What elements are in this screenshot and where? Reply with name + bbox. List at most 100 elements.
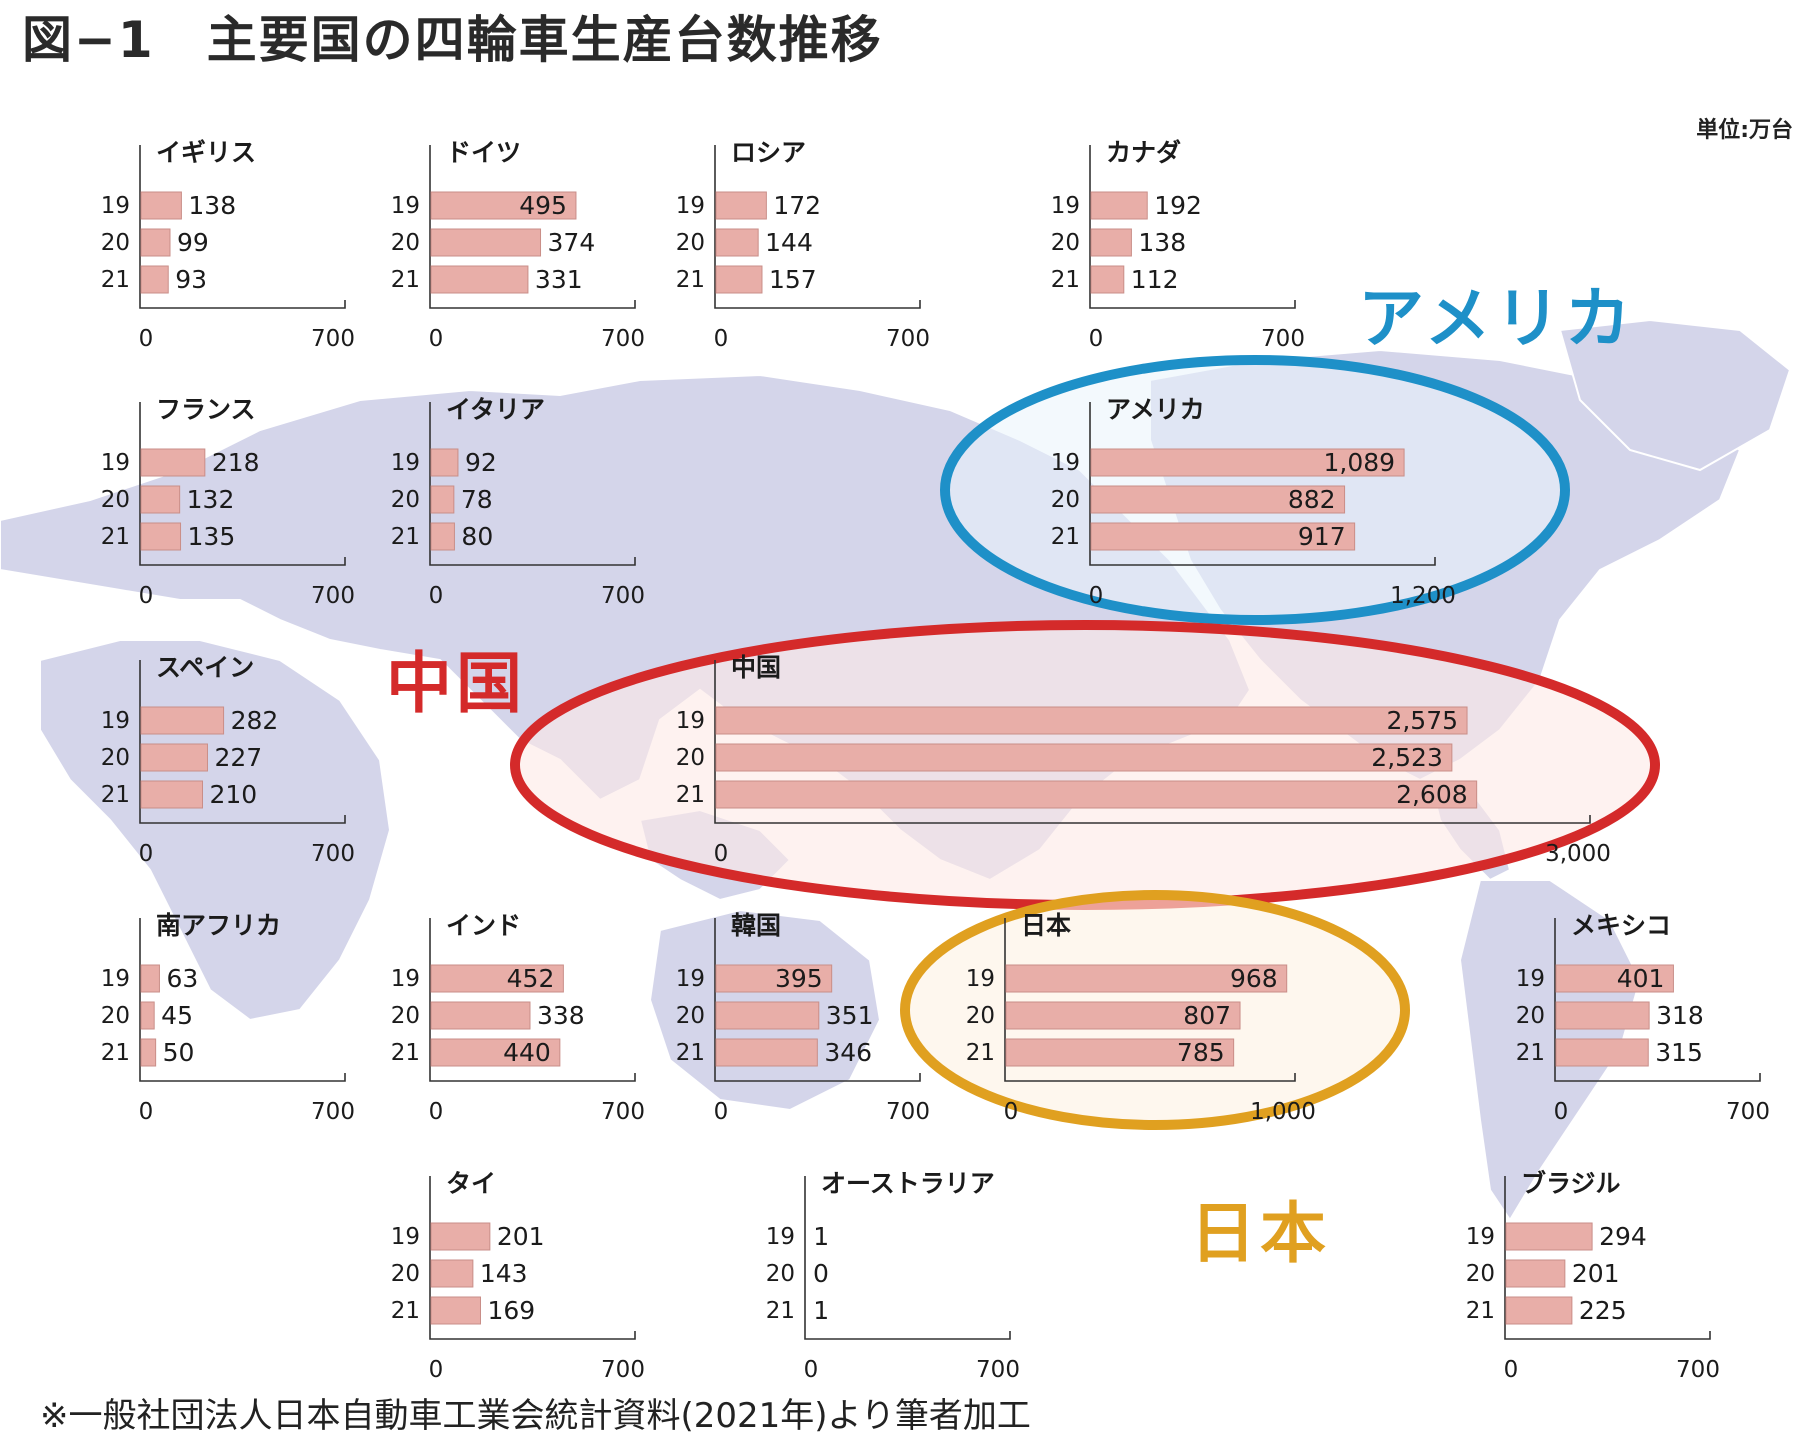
bar-21 — [1090, 522, 1356, 551]
tick-label-max: 700 — [601, 583, 645, 609]
chart-title: 中国 — [731, 653, 781, 682]
tick-label-min: 0 — [429, 1099, 444, 1125]
category-label: 21 — [676, 267, 705, 293]
chart-axis — [804, 1176, 1011, 1340]
value-label: 225 — [1579, 1296, 1627, 1325]
tick-label-min: 0 — [429, 583, 444, 609]
bar-20 — [1090, 485, 1346, 514]
value-label: 495 — [519, 191, 567, 220]
chart-axis — [1504, 1176, 1711, 1340]
value-label: 1 — [813, 1296, 829, 1325]
value-label: 0 — [813, 1259, 829, 1288]
value-label: 351 — [826, 1001, 874, 1030]
chart-axis — [1089, 402, 1436, 566]
value-label: 227 — [214, 743, 262, 772]
chart-title: カナダ — [1106, 138, 1181, 167]
value-label: 78 — [461, 485, 493, 514]
category-label: 21 — [1051, 524, 1080, 550]
chart-title: オーストラリア — [821, 1169, 995, 1198]
chart-axis — [429, 402, 636, 566]
chart-title: タイ — [446, 1169, 496, 1198]
chart-axis — [139, 145, 346, 309]
chart-axis — [714, 918, 921, 1082]
category-label: 20 — [676, 1003, 705, 1029]
bar-19 — [140, 448, 206, 477]
bar-20 — [715, 743, 1453, 772]
category-label: 21 — [1051, 267, 1080, 293]
value-label: 138 — [188, 191, 236, 220]
japan-callout: 日本 — [1190, 1195, 1330, 1272]
category-label: 20 — [101, 745, 130, 771]
tick-label-min: 0 — [1554, 1099, 1569, 1125]
value-label: 401 — [1617, 964, 1665, 993]
bar-21 — [140, 1038, 157, 1067]
value-label: 346 — [824, 1038, 872, 1067]
tick-label-max: 3,000 — [1545, 841, 1611, 867]
bar-19 — [715, 706, 1468, 735]
value-label: 968 — [1230, 964, 1278, 993]
category-label: 19 — [1051, 193, 1080, 219]
tick-label-min: 0 — [714, 326, 729, 352]
bar-19 — [430, 1222, 491, 1251]
chart-axis — [714, 145, 921, 309]
value-label: 440 — [503, 1038, 551, 1067]
tick-label-min: 0 — [139, 1099, 154, 1125]
category-label: 19 — [391, 1224, 420, 1250]
category-label: 21 — [391, 1298, 420, 1324]
chart-axis — [1554, 918, 1761, 1082]
category-label: 21 — [391, 524, 420, 550]
bar-21 — [715, 265, 763, 294]
value-label: 93 — [175, 265, 207, 294]
bar-19 — [715, 191, 767, 220]
category-label: 21 — [1516, 1040, 1545, 1066]
bar-19 — [1005, 964, 1288, 993]
bar-20 — [140, 743, 208, 772]
value-label: 210 — [210, 780, 258, 809]
tick-label-min: 0 — [804, 1357, 819, 1383]
value-label: 807 — [1183, 1001, 1231, 1030]
bar-19 — [140, 706, 225, 735]
value-label: 132 — [187, 485, 235, 514]
chart-axis — [714, 660, 1591, 824]
bar-21 — [430, 1296, 481, 1325]
chart-title: イタリア — [446, 395, 545, 424]
value-label: 315 — [1655, 1038, 1703, 1067]
bar-20 — [1090, 228, 1132, 257]
bar-19 — [1505, 1222, 1593, 1251]
bar-19 — [715, 964, 833, 993]
tick-label-max: 700 — [886, 326, 930, 352]
tick-label-min: 0 — [429, 326, 444, 352]
category-label: 21 — [391, 267, 420, 293]
value-label: 452 — [507, 964, 555, 993]
value-label: 2,575 — [1386, 706, 1458, 735]
chart-title: スペイン — [156, 653, 254, 682]
category-label: 19 — [391, 450, 420, 476]
value-label: 192 — [1154, 191, 1202, 220]
category-label: 19 — [1466, 1224, 1495, 1250]
tick-label-min: 0 — [714, 1099, 729, 1125]
category-label: 20 — [676, 230, 705, 256]
category-label: 19 — [391, 966, 420, 992]
bar-21 — [1090, 265, 1125, 294]
value-label: 1 — [813, 1222, 829, 1251]
tick-label-min: 0 — [1004, 1099, 1019, 1125]
category-label: 21 — [676, 1040, 705, 1066]
bar-21 — [140, 265, 169, 294]
category-label: 20 — [1051, 487, 1080, 513]
value-label: 201 — [497, 1222, 545, 1251]
chart-axis — [429, 1176, 636, 1340]
category-label: 20 — [1516, 1003, 1545, 1029]
chart-title: 韓国 — [731, 911, 781, 940]
value-label: 45 — [161, 1001, 193, 1030]
category-label: 20 — [391, 487, 420, 513]
value-label: 294 — [1599, 1222, 1647, 1251]
tick-label-min: 0 — [139, 583, 154, 609]
value-label: 395 — [775, 964, 823, 993]
bar-20 — [1505, 1259, 1566, 1288]
category-label: 19 — [766, 1224, 795, 1250]
category-label: 20 — [1051, 230, 1080, 256]
bar-20 — [430, 485, 455, 514]
value-label: 138 — [1138, 228, 1186, 257]
tick-label-max: 700 — [976, 1357, 1020, 1383]
